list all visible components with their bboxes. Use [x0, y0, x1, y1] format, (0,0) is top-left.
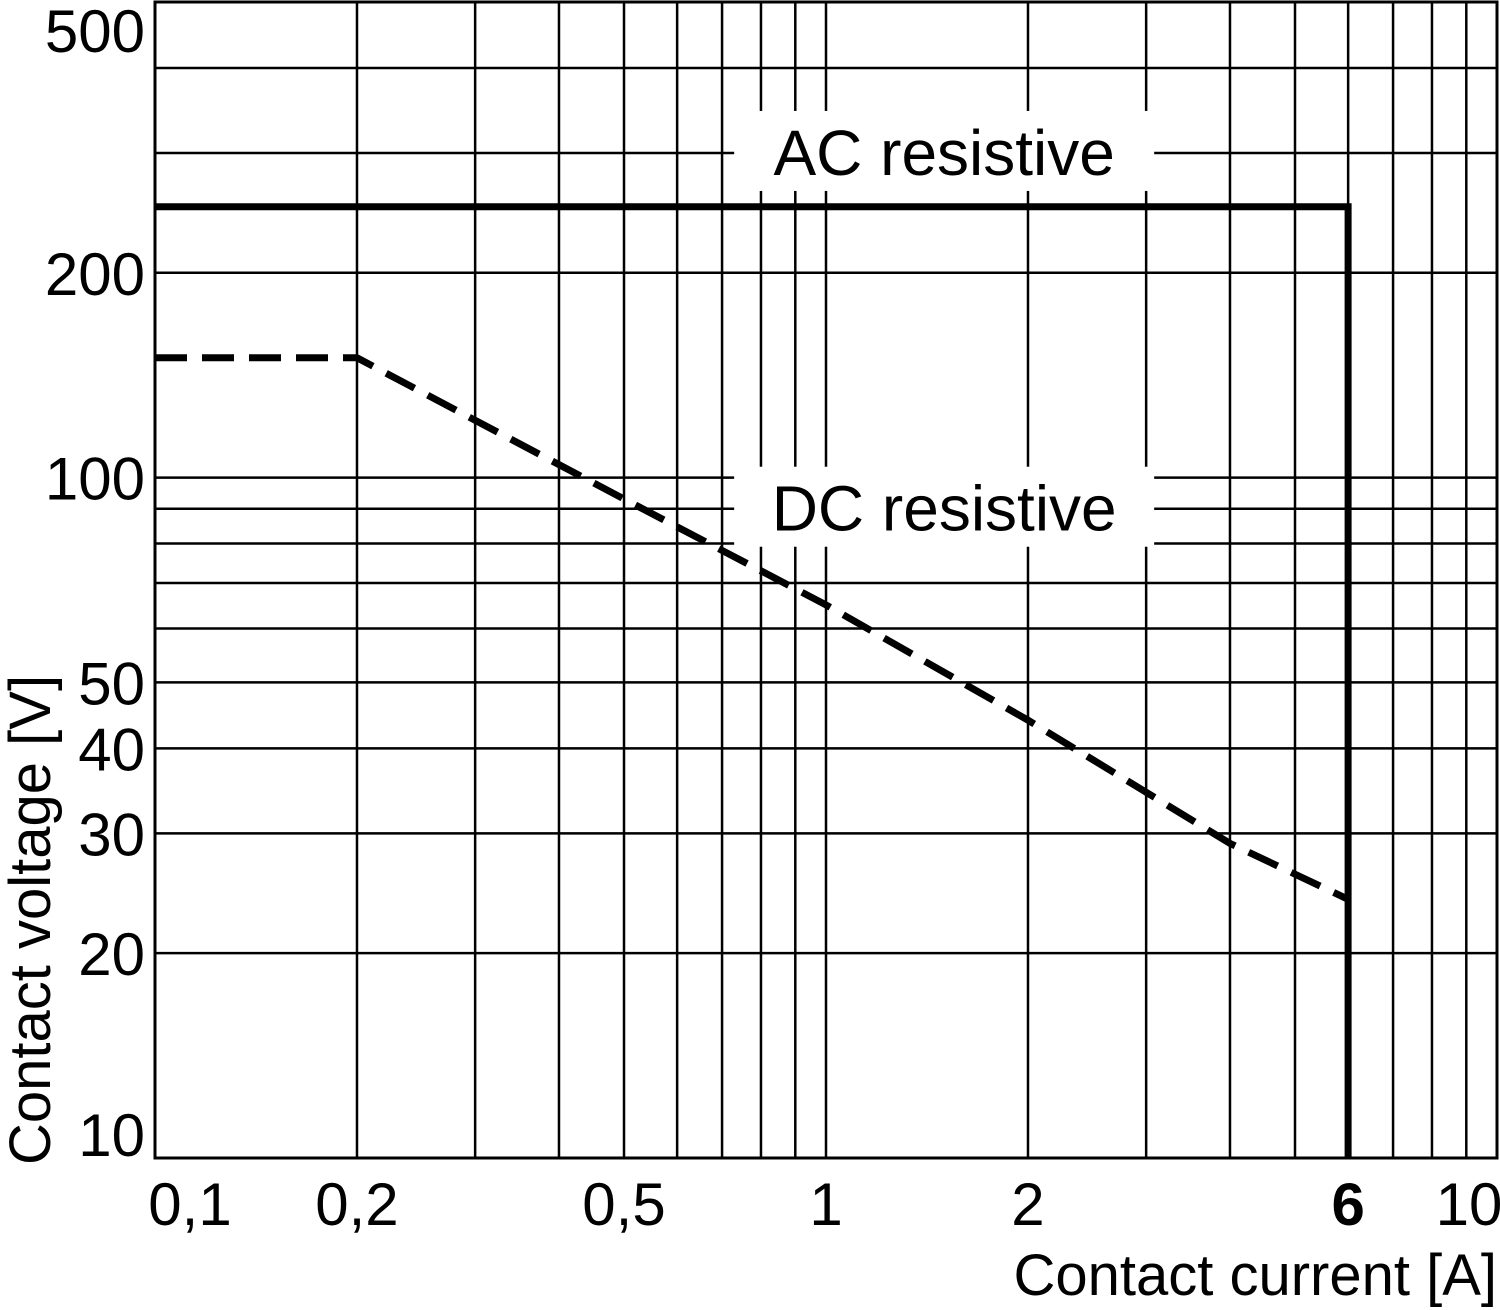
x-tick-label: 1	[809, 1171, 842, 1238]
y-tick-label: 10	[78, 1102, 145, 1169]
x-tick-label: 0,2	[315, 1171, 398, 1238]
series-line-dc	[155, 354, 1350, 903]
x-tick-label: 6	[1331, 1171, 1364, 1238]
plot-frame	[153, 0, 1499, 1160]
y-tick-label: 100	[45, 446, 145, 513]
y-tick-label: 30	[78, 801, 145, 868]
y-tick-label: 50	[78, 650, 145, 717]
x-tick-labels: 0,1 0,2 0,5 1 2 6 10	[148, 1171, 1500, 1238]
y-tick-label: 500	[45, 0, 145, 65]
series-lines	[155, 203, 1352, 1158]
y-axis-title: Contact voltage [V]	[0, 675, 63, 1165]
series-label: AC resistive	[773, 117, 1114, 189]
x-axis-title: Contact current [A]	[1013, 1243, 1497, 1308]
series-label-background	[734, 466, 1155, 547]
x-tick-label: 0,5	[582, 1171, 665, 1238]
series-line-ac	[155, 203, 1352, 1158]
x-tick-label: 0,1	[148, 1171, 231, 1238]
y-tick-label: 20	[78, 921, 145, 988]
series-labels: AC resistive DC resistive	[734, 110, 1155, 547]
series-label: DC resistive	[772, 473, 1117, 545]
series-label-background	[734, 110, 1155, 191]
x-tick-label: 2	[1011, 1171, 1044, 1238]
y-tick-label: 200	[45, 241, 145, 308]
x-tick-label: 10	[1436, 1171, 1500, 1238]
y-tick-label: 40	[78, 716, 145, 783]
